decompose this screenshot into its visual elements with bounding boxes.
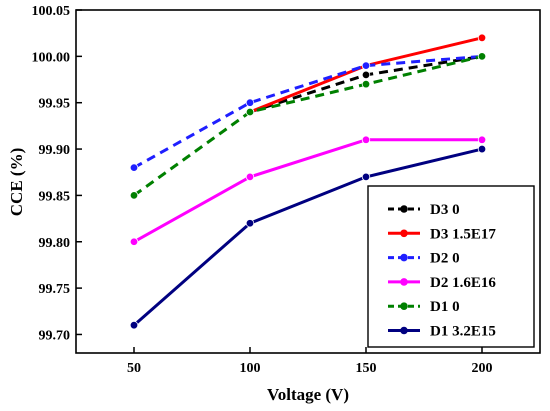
series-4-point: [477, 52, 487, 61]
legend-marker: [400, 278, 408, 286]
y-tick-label: 99.70: [39, 328, 71, 343]
series-4-point: [245, 107, 255, 117]
series-2-line: [133, 54, 483, 169]
series-5-point: [245, 219, 255, 228]
series-3-line: [133, 138, 482, 244]
legend-label: D3 0: [430, 202, 460, 218]
x-tick-label: 100: [240, 361, 261, 376]
plot-area-frame: [75, 9, 541, 354]
series-5-point: [361, 172, 371, 182]
legend-label: D1 0: [430, 299, 460, 315]
legend: D3 0 D3 1.5E17 D2 0 D2 1.6E16 D1 0 D1 3.2E15: [367, 185, 535, 348]
y-axis-title: CCE (%): [7, 148, 26, 216]
series-4-point: [129, 191, 139, 200]
series-2-point: [245, 98, 255, 107]
series-3-point: [361, 135, 371, 144]
legend-label: D3 1.5E17: [430, 226, 496, 242]
x-axis-title: Voltage (V): [267, 385, 349, 404]
legend-label: D2 1.6E16: [430, 275, 496, 291]
legend-marker: [400, 326, 408, 335]
legend-marker: [400, 253, 408, 262]
series-2-point: [129, 163, 139, 172]
series-5-line: [133, 147, 483, 327]
series-0-point: [361, 70, 371, 80]
series-5-point: [129, 320, 139, 330]
series-2-point: [361, 61, 371, 70]
series-3-group: [129, 135, 487, 246]
legend-marker: [400, 302, 408, 311]
series-4-group: [129, 52, 487, 200]
x-axis: 50 100 150 200: [127, 347, 493, 376]
y-tick-label: 99.80: [39, 236, 71, 251]
legend-label: D2 0: [430, 251, 460, 267]
x-tick-label: 150: [356, 361, 377, 376]
series-2-group: [129, 52, 487, 172]
series-4-point: [361, 79, 371, 89]
series-1-point: [477, 33, 487, 43]
legend-label: D1 3.2E15: [430, 324, 496, 340]
y-tick-label: 100.00: [32, 50, 71, 65]
y-tick-label: 99.95: [39, 97, 71, 112]
legend-box: [367, 185, 535, 348]
y-tick-label: 99.90: [39, 143, 71, 158]
legend-marker: [400, 229, 408, 238]
y-tick-label: 99.85: [39, 189, 71, 204]
y-axis: 99.70 99.75 99.80 99.85 99.90 99.95 100.00 100.…: [32, 4, 82, 343]
x-tick-label: 200: [472, 361, 493, 376]
series-3-point: [477, 135, 487, 144]
series-3-point: [129, 237, 139, 246]
series-4-line: [133, 54, 483, 197]
x-tick-label: 50: [127, 361, 141, 376]
series-layer: [129, 33, 487, 330]
y-tick-label: 99.75: [39, 282, 71, 297]
series-5-point: [477, 144, 487, 154]
y-tick-label: 100.05: [32, 4, 71, 19]
series-5-group: [129, 144, 487, 330]
series-3-point: [245, 172, 255, 182]
legend-marker: [400, 205, 408, 213]
